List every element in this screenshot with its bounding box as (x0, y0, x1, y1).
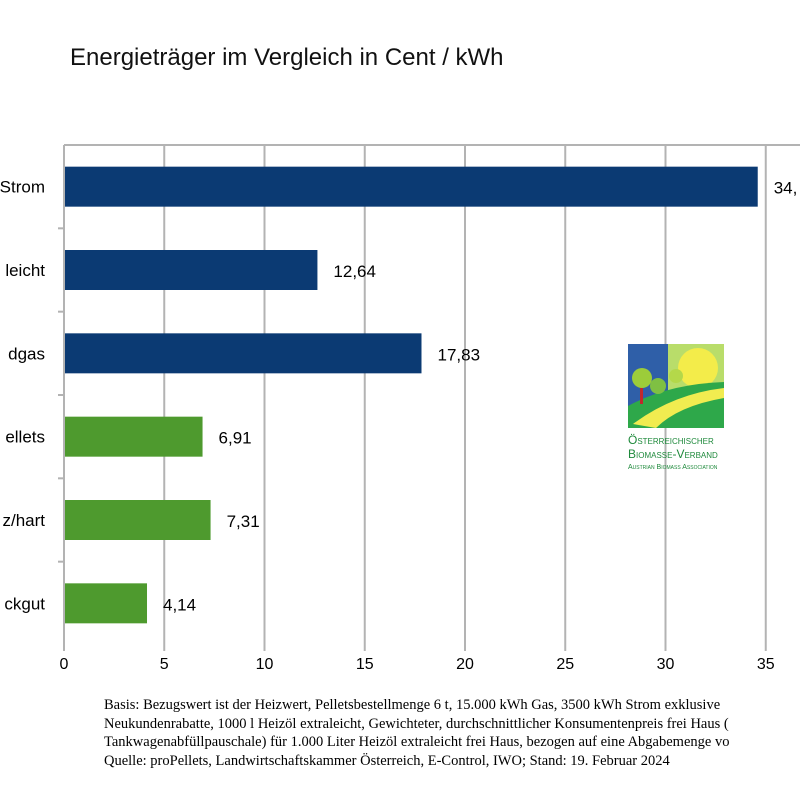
footnote-line: Tankwagenabfüllpauschale) für 1.000 Lite… (104, 734, 730, 750)
value-label: 7,31 (227, 512, 260, 531)
bar (65, 583, 148, 624)
logo-line1: Österreichischer (628, 433, 714, 447)
bar (65, 333, 422, 374)
logo-line2: Biomasse-Verband (628, 447, 718, 461)
bar (65, 166, 758, 207)
x-tick-label: 35 (757, 656, 775, 673)
x-tick-label: 30 (657, 656, 675, 673)
category-label: ckgut (4, 594, 45, 613)
footnote-line: Neukundenrabatte, 1000 l Heizöl extralei… (104, 715, 729, 732)
footnote-line: Quelle: proPellets, Landwirtschaftskamme… (104, 752, 670, 769)
value-label: 4,14 (163, 595, 196, 614)
bar (65, 416, 203, 457)
x-tick-label: 0 (60, 656, 69, 673)
footnote: Basis: Bezugswert ist der Heizwert, Pell… (104, 696, 729, 770)
value-label: 17,83 (437, 345, 480, 364)
bar-chart: 0 5 10 15 20 25 30 35 Strom 34, leicht 12,64 dgas 17,… (0, 144, 800, 673)
category-label: dgas (8, 344, 45, 363)
value-label: 12,64 (333, 262, 376, 281)
bar (65, 500, 211, 540)
category-label: ellets (5, 428, 45, 447)
x-tick-label: 10 (256, 656, 274, 673)
value-label: 34, (774, 179, 798, 198)
category-label: leicht (5, 261, 45, 280)
value-label: 6,91 (219, 429, 252, 448)
x-tick-label: 20 (456, 656, 474, 673)
biomasse-verband-logo: Österreichischer Biomasse-Verband Austri… (628, 344, 724, 471)
x-tick-label: 5 (160, 656, 169, 673)
category-label: z/hart (2, 511, 45, 530)
logo-image (628, 344, 724, 428)
category-label: Strom (0, 178, 45, 197)
x-tick-label: 25 (556, 656, 574, 673)
footnote-line: Basis: Bezugswert ist der Heizwert, Pell… (104, 697, 721, 713)
bar (65, 250, 318, 290)
x-tick-label: 15 (356, 656, 374, 673)
chart-title: Energieträger im Vergleich in Cent / kWh (70, 44, 504, 71)
logo-line3: Austrian Biomass Association (628, 464, 718, 471)
